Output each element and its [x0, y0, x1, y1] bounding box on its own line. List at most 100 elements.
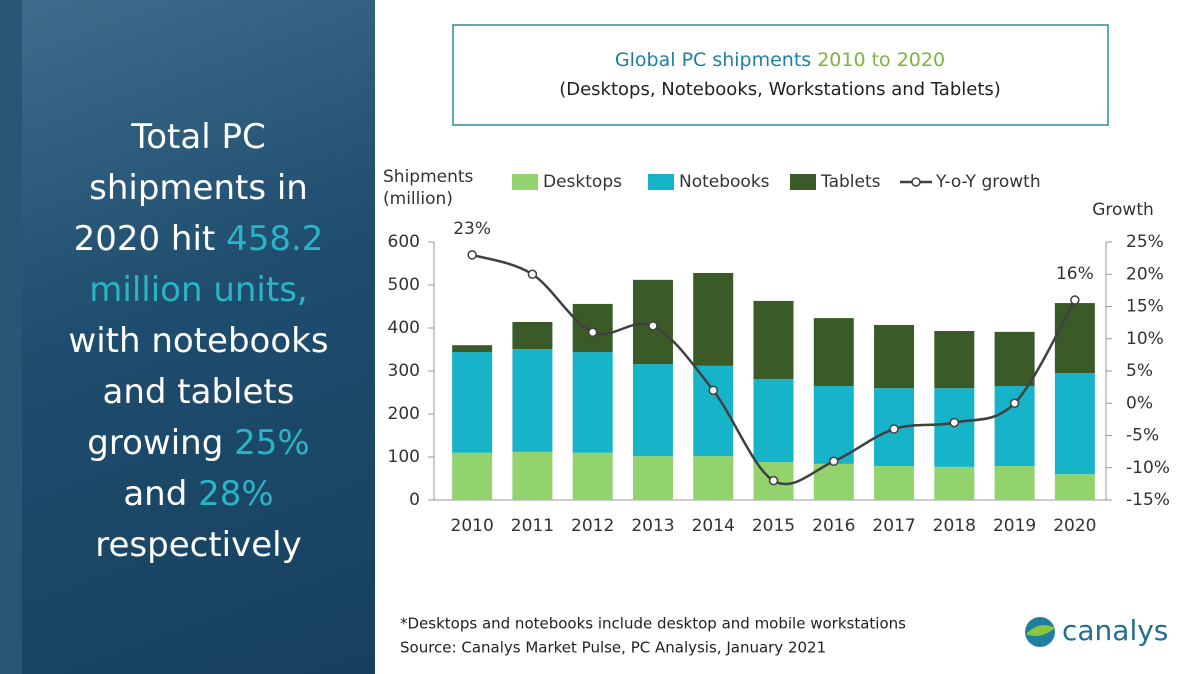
y2-tick-label: 15% — [1126, 297, 1164, 317]
headline-line: 2020 hit 458.2 — [22, 214, 375, 265]
legend-swatch — [648, 174, 674, 190]
y-tick-label: 200 — [388, 404, 420, 424]
x-tick-label: 2010 — [451, 516, 494, 536]
growth-marker — [467, 250, 477, 260]
headline-accent: 25% — [234, 423, 310, 463]
source: Source: Canalys Market Pulse, PC Analysi… — [400, 639, 826, 657]
y-tick-label: 300 — [388, 361, 420, 381]
bar-segment — [874, 466, 915, 500]
growth-marker — [949, 417, 960, 428]
growth-marker — [889, 424, 899, 434]
bar-segment — [512, 349, 553, 452]
bar-segment — [934, 331, 975, 389]
headline-line: shipments in — [22, 163, 375, 214]
growth-marker — [768, 475, 779, 486]
legend-label: Y-o-Y growth — [935, 172, 1041, 192]
legend-label: Notebooks — [679, 172, 770, 192]
legend-label: Tablets — [820, 172, 881, 192]
headline: Total PC shipments in 2020 hit 458.2 millio… — [22, 112, 375, 571]
bar-segment — [813, 386, 854, 464]
x-tick-label: 2018 — [933, 516, 976, 536]
headline-accent: 458.2 — [226, 219, 324, 259]
y-tick-label: 500 — [388, 275, 420, 295]
title-text: Global PC shipments — [615, 49, 811, 71]
bar-segment — [1054, 303, 1095, 374]
y2-tick-label: 5% — [1126, 361, 1153, 381]
bar-segment — [874, 324, 915, 389]
chart-title: Global PC shipments 2010 to 2020 — [615, 49, 945, 71]
left-panel: Total PC shipments in 2020 hit 458.2 millio… — [0, 0, 375, 674]
growth-marker — [527, 269, 538, 279]
y2-axis-label: Growth — [1092, 200, 1154, 220]
headline-accent: million units, — [89, 270, 308, 310]
legend-swatch — [512, 174, 538, 190]
bar-segment — [994, 386, 1035, 467]
growth-marker — [1009, 398, 1020, 408]
headline-text: with notebooks — [68, 321, 329, 361]
headline-line: respectively — [22, 520, 375, 571]
bar-segment — [512, 321, 553, 350]
headline-text: 2020 hit — [73, 219, 227, 259]
subtitle: (Desktops, Notebooks, Workstations and T… — [559, 79, 1001, 100]
headline-line: Total PC — [22, 112, 375, 163]
bar-segment — [632, 456, 673, 500]
headline-text: respectively — [95, 525, 302, 565]
bar-segment — [452, 352, 493, 453]
title-box — [452, 24, 1109, 126]
headline-text: and — [123, 474, 199, 514]
y-axis-label: Shipments (million) — [383, 167, 474, 209]
x-tick-label: 2017 — [872, 516, 915, 536]
footnote: *Desktops and notebooks include desktop … — [400, 615, 906, 633]
logo-swoosh — [1026, 625, 1055, 636]
headline-line: growing 25% — [22, 418, 375, 469]
data-label: 23% — [453, 219, 491, 239]
legend-label: Desktops — [543, 172, 622, 192]
bar-segment — [693, 272, 734, 366]
y-tick-label: 600 — [388, 232, 420, 252]
x-tick-label: 2012 — [571, 516, 614, 536]
x-tick-label: 2016 — [812, 516, 855, 536]
growth-marker — [1070, 295, 1080, 305]
legend-swatch — [790, 174, 816, 190]
y2-tick-label: 20% — [1126, 264, 1164, 284]
x-tick-label: 2014 — [692, 516, 735, 536]
edge-strip — [0, 0, 22, 674]
bar-segment — [452, 345, 493, 353]
headline-line: and tablets — [22, 367, 375, 418]
y2-tick-label: 10% — [1126, 329, 1164, 349]
x-tick-label: 2011 — [511, 516, 554, 536]
y-tick-label: 0 — [409, 490, 420, 510]
bar-segment — [512, 451, 553, 500]
y-tick-label: 400 — [388, 318, 420, 338]
headline-text: growing — [87, 423, 235, 463]
title-highlight: 2010 to 2020 — [817, 49, 945, 71]
bar-segment — [753, 379, 794, 463]
bar-segment — [1054, 474, 1095, 500]
bar-segment — [934, 466, 975, 500]
chart: Global PC shipments 2010 to 2020 (Desktop… — [388, 24, 1170, 657]
growth-marker — [829, 456, 839, 467]
x-tick-label: 2015 — [752, 516, 795, 536]
data-label: 16% — [1056, 264, 1094, 284]
headline-line: with notebooks — [22, 316, 375, 367]
y2-tick-label: -5% — [1126, 426, 1159, 446]
x-tick-label: 2019 — [993, 516, 1036, 536]
y-tick-label: 100 — [388, 447, 420, 467]
growth-marker — [648, 321, 658, 331]
bar-segment — [994, 331, 1035, 387]
headline-text: Total PC — [131, 117, 266, 157]
headline-line: and 28% — [22, 469, 375, 520]
bar-segment — [693, 456, 734, 500]
bar-segment — [572, 352, 613, 453]
y2-tick-label: 25% — [1126, 232, 1164, 252]
logo: canalys — [1062, 614, 1168, 647]
bar-segment — [1054, 373, 1095, 475]
legend-marker — [911, 177, 921, 187]
headline-text: shipments in — [89, 168, 308, 208]
x-tick-label: 2020 — [1053, 516, 1096, 536]
bar-segment — [934, 388, 975, 467]
headline-text: and tablets — [102, 372, 295, 412]
bar-segment — [572, 452, 613, 500]
y2-tick-label: -15% — [1126, 490, 1170, 510]
